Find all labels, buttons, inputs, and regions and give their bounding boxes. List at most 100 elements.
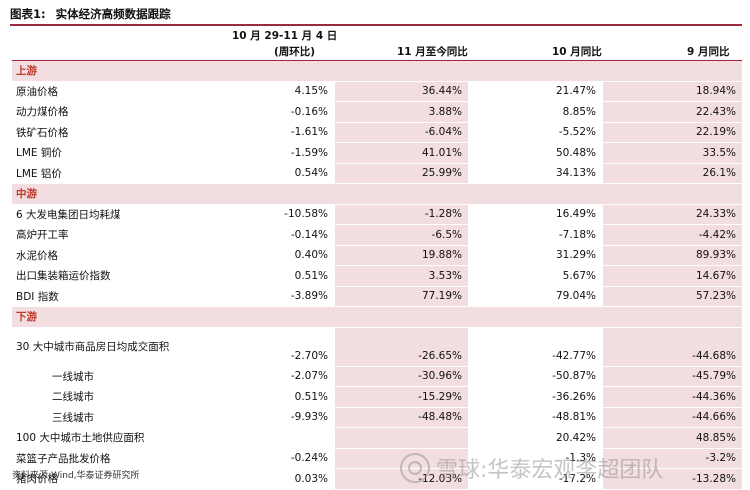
value-cell: 4.15% bbox=[184, 81, 334, 101]
row-label: 原油价格 bbox=[16, 85, 58, 98]
row-label: 高炉开工率 bbox=[16, 229, 69, 242]
col-header-sep-yoy: 9 月同比 bbox=[687, 46, 730, 58]
table-row: 6 大发电集团日均耗煤 -10.58% -1.28% 16.49% 24.33% bbox=[12, 204, 742, 225]
value-cell: -5.52% bbox=[468, 122, 602, 142]
section-row: 下游 bbox=[12, 307, 742, 328]
value-cell: -6.5% bbox=[334, 225, 468, 245]
value-cell: 16.49% bbox=[468, 204, 602, 224]
value-cell: 25.99% bbox=[334, 163, 468, 183]
value-cell: 20.42% bbox=[468, 428, 602, 448]
row-label: LME 铜价 bbox=[16, 147, 62, 160]
table-row: 高炉开工率 -0.14% -6.5% -7.18% -4.42% bbox=[12, 225, 742, 246]
table-row: BDI 指数 -3.89% 77.19% 79.04% 57.23% bbox=[12, 286, 742, 307]
value-cell: -7.18% bbox=[468, 225, 602, 245]
row-label: 水泥价格 bbox=[16, 249, 58, 262]
row-label: LME 铝价 bbox=[16, 167, 62, 180]
value-cell: -45.79% bbox=[602, 366, 742, 386]
value-cell bbox=[184, 428, 334, 448]
row-label: BDI 指数 bbox=[16, 290, 59, 303]
value-cell: 5.67% bbox=[468, 266, 602, 286]
value-cell: -10.58% bbox=[184, 204, 334, 224]
value-cell: -50.87% bbox=[468, 366, 602, 386]
value-cell: -9.93% bbox=[184, 407, 334, 427]
row-label: 铁矿石价格 bbox=[16, 126, 69, 139]
value-cell: 0.51% bbox=[184, 266, 334, 286]
value-cell: 41.01% bbox=[334, 143, 468, 163]
value-cell: 89.93% bbox=[602, 245, 742, 265]
row-label: 出口集装箱运价指数 bbox=[16, 270, 111, 283]
section-name: 中游 bbox=[16, 188, 37, 201]
section-row: 上游 bbox=[12, 61, 742, 82]
value-cell: -1.59% bbox=[184, 143, 334, 163]
row-label: 一线城市 bbox=[52, 370, 94, 383]
xueqiu-logo-icon bbox=[400, 453, 430, 483]
value-cell: -0.24% bbox=[184, 448, 334, 468]
value-cell: 57.23% bbox=[602, 286, 742, 306]
row-label: 二线城市 bbox=[52, 391, 94, 404]
value-cell: 26.1% bbox=[602, 163, 742, 183]
watermark-text: 雪球:华泰宏观李超团队 bbox=[436, 458, 664, 483]
value-cell: 3.88% bbox=[334, 102, 468, 122]
value-cell: -2.07% bbox=[184, 366, 334, 386]
value-cell: -48.81% bbox=[468, 407, 602, 427]
value-cell: -1.61% bbox=[184, 122, 334, 142]
value-cell: -3.89% bbox=[184, 286, 334, 306]
col-header-week-line2: (周环比) bbox=[274, 46, 316, 58]
value-cell: 3.53% bbox=[334, 266, 468, 286]
figure-label: 图表1: bbox=[10, 7, 46, 21]
col-header-week-line1: 10 月 29-11 月 4 日 bbox=[232, 30, 338, 42]
table-row: 猪肉价格 0.03% -12.03% -17.2% -13.28% bbox=[12, 469, 742, 490]
table-row: 水泥价格 0.40% 19.88% 31.29% 89.93% bbox=[12, 245, 742, 266]
table-row: 铁矿石价格 -1.61% -6.04% -5.52% 22.19% bbox=[12, 122, 742, 143]
value-cell bbox=[334, 448, 468, 468]
value-cell: 77.19% bbox=[334, 286, 468, 306]
value-cell: 21.47% bbox=[468, 81, 602, 101]
value-cell: -6.04% bbox=[334, 122, 468, 142]
value-cell: 31.29% bbox=[468, 245, 602, 265]
table-row: LME 铜价 -1.59% 41.01% 50.48% 33.5% bbox=[12, 143, 742, 164]
watermark: 雪球:华泰宏观李超团队 bbox=[400, 452, 663, 484]
value-cell: -3.2% bbox=[602, 448, 742, 468]
value-cell: 34.13% bbox=[468, 163, 602, 183]
section-name: 上游 bbox=[16, 65, 37, 78]
row-label: 菜篮子产品批发价格 bbox=[16, 452, 111, 465]
value-cell: 36.44% bbox=[334, 81, 468, 101]
data-table: 10 月 29-11 月 4 日 (周环比) 11 月至今同比 10 月同比 9… bbox=[12, 26, 742, 490]
value-cell: -17.2% bbox=[468, 469, 602, 489]
value-cell: -13.28% bbox=[602, 469, 742, 489]
value-cell: 79.04% bbox=[468, 286, 602, 306]
row-label: 三线城市 bbox=[52, 411, 94, 424]
col-header-oct-yoy: 10 月同比 bbox=[552, 46, 602, 58]
value-cell: 22.19% bbox=[602, 122, 742, 142]
row-label: 100 大中城市土地供应面积 bbox=[16, 432, 145, 445]
figure-title: 实体经济高频数据跟踪 bbox=[55, 7, 171, 21]
row-label: 猪肉价格 bbox=[16, 473, 58, 486]
section-name: 下游 bbox=[16, 311, 37, 324]
table-row: 三线城市 -9.93% -48.48% -48.81% -44.66% bbox=[12, 407, 742, 428]
section-row: 中游 bbox=[12, 184, 742, 205]
table-row: 动力煤价格 -0.16% 3.88% 8.85% 22.43% bbox=[12, 102, 742, 123]
value-cell bbox=[334, 428, 468, 448]
row-label: 6 大发电集团日均耗煤 bbox=[16, 208, 121, 221]
value-cell: 50.48% bbox=[468, 143, 602, 163]
value-cell: -1.3% bbox=[468, 448, 602, 468]
value-cell: -44.68% bbox=[602, 327, 742, 366]
table-row: 100 大中城市土地供应面积 20.42% 48.85% bbox=[12, 428, 742, 449]
value-cell: -2.70% bbox=[184, 327, 334, 366]
table-row: 原油价格 4.15% 36.44% 21.47% 18.94% bbox=[12, 81, 742, 102]
table-header: 10 月 29-11 月 4 日 (周环比) 11 月至今同比 10 月同比 9… bbox=[12, 26, 742, 61]
table-row: LME 铝价 0.54% 25.99% 34.13% 26.1% bbox=[12, 163, 742, 184]
value-cell: 33.5% bbox=[602, 143, 742, 163]
value-cell: -1.28% bbox=[334, 204, 468, 224]
value-cell: -30.96% bbox=[334, 366, 468, 386]
table-row: 一线城市 -2.07% -30.96% -50.87% -45.79% bbox=[12, 366, 742, 387]
col-header-nov-ytd: 11 月至今同比 bbox=[397, 46, 468, 58]
value-cell: -0.16% bbox=[184, 102, 334, 122]
value-cell: -15.29% bbox=[334, 387, 468, 407]
value-cell: -42.77% bbox=[468, 327, 602, 366]
value-cell: 24.33% bbox=[602, 204, 742, 224]
value-cell: 14.67% bbox=[602, 266, 742, 286]
value-cell: -12.03% bbox=[334, 469, 468, 489]
table-body: 上游 原油价格 4.15% 36.44% 21.47% 18.94% 动力煤价格 -0.16%… bbox=[12, 61, 742, 490]
row-label: 30 大中城市商品房日均成交面积 bbox=[16, 340, 170, 353]
